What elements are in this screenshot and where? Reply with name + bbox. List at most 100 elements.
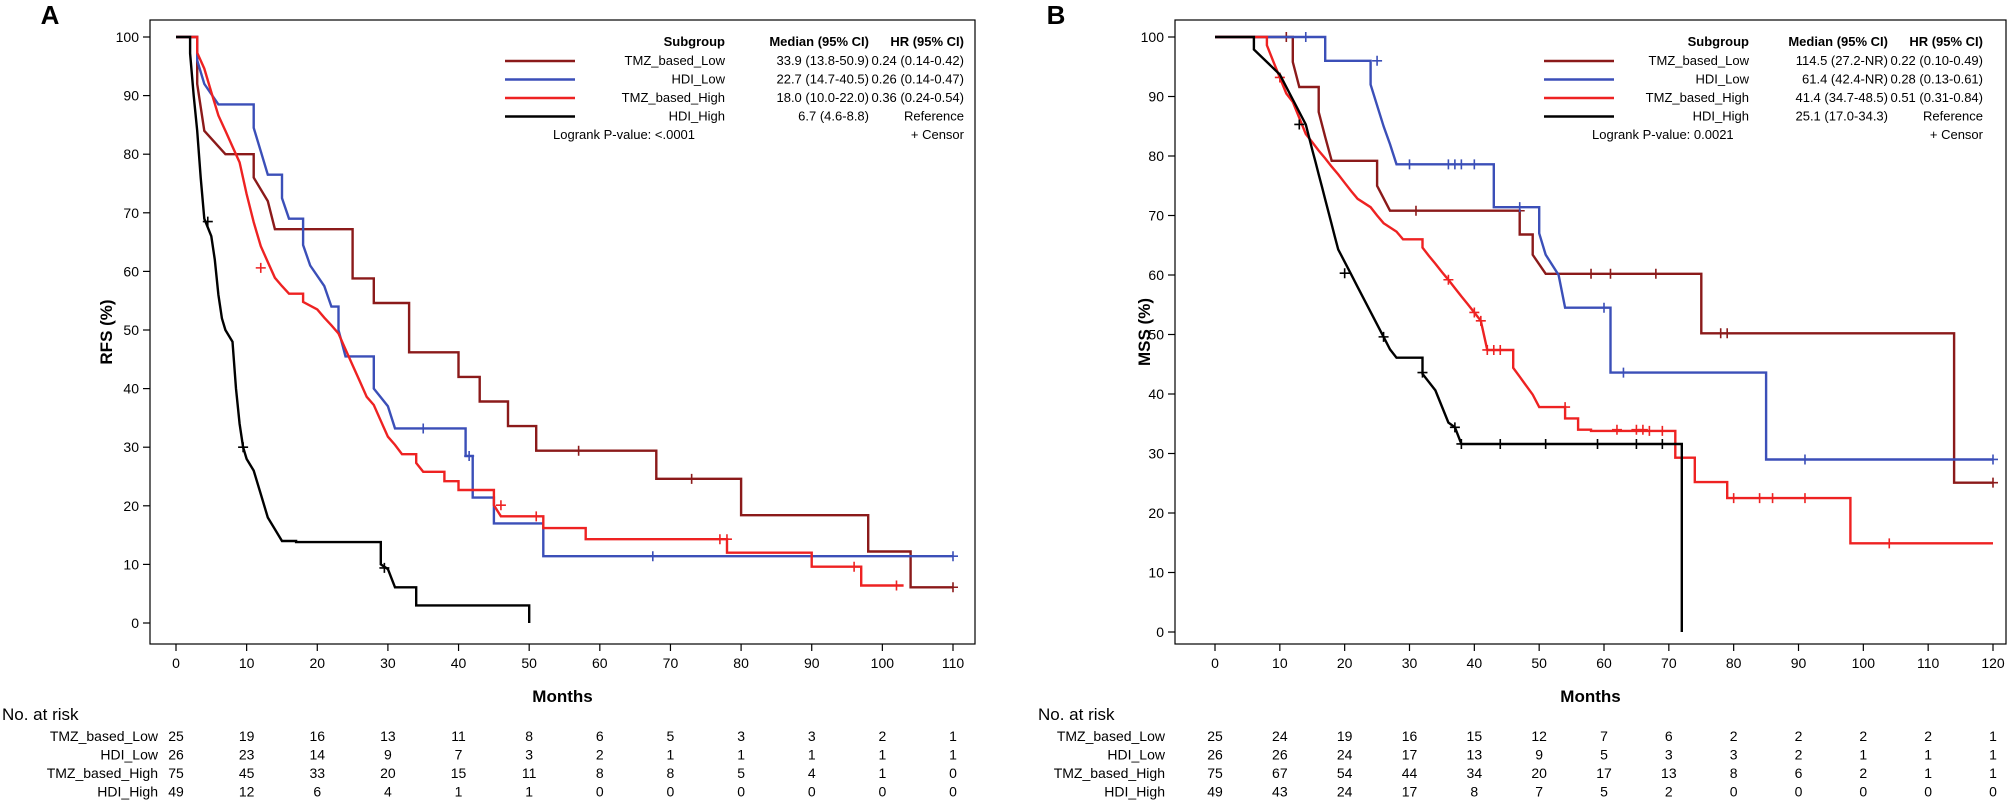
risk-count: 8: [596, 765, 604, 781]
risk-count: 7: [1535, 784, 1543, 800]
x-tick-label: 110: [1917, 655, 1940, 671]
x-tick-label: 120: [1981, 655, 2005, 671]
panel-letter: B: [1047, 0, 1066, 30]
risk-count: 75: [168, 765, 184, 781]
x-tick-label: 40: [1467, 655, 1483, 671]
y-tick-label: 40: [1148, 386, 1164, 402]
curve-tmz-based-high: [176, 35, 904, 587]
legend-hr: Reference: [1923, 109, 1983, 124]
risk-count: 1: [1989, 728, 1997, 744]
risk-count: 9: [384, 747, 392, 763]
risk-count: 0: [737, 784, 745, 800]
censor-mark: [1592, 438, 1603, 449]
risk-count: 6: [313, 784, 321, 800]
risk-count: 6: [1795, 765, 1803, 781]
risk-count: 49: [168, 784, 184, 800]
risk-count: 5: [667, 728, 675, 744]
risk-count: 5: [1600, 784, 1608, 800]
y-tick-label: 10: [123, 556, 139, 572]
risk-count: 3: [1665, 747, 1673, 763]
risk-count: 15: [1467, 728, 1483, 744]
risk-count: 19: [1337, 728, 1353, 744]
legend-hr: 0.51 (0.31-0.84): [1890, 90, 1983, 105]
risk-count: 1: [949, 747, 957, 763]
y-tick-label: 0: [131, 615, 139, 631]
y-tick-label: 50: [123, 322, 139, 338]
censor-mark: [1475, 315, 1486, 326]
y-tick-label: 30: [123, 439, 139, 455]
legend-censor: + Censor: [1930, 127, 1984, 142]
risk-count: 8: [1730, 765, 1738, 781]
x-tick-label: 60: [1596, 655, 1612, 671]
y-tick-label: 10: [1148, 565, 1164, 581]
risk-row-label: HDI_High: [97, 784, 158, 800]
risk-count: 2: [1924, 728, 1932, 744]
censor-mark: [1495, 438, 1506, 449]
x-axis-title: Months: [532, 687, 592, 706]
censor-mark: [1294, 119, 1305, 130]
x-tick-label: 90: [1791, 655, 1807, 671]
y-tick-label: 80: [123, 146, 139, 162]
censor-mark: [1443, 274, 1454, 285]
legend-header-median: Median (95% CI): [1788, 34, 1888, 49]
censor-mark: [1657, 438, 1668, 449]
censor-mark: [686, 473, 697, 484]
censor-mark: [891, 580, 902, 591]
risk-count: 0: [1730, 784, 1738, 800]
legend-median: 41.4 (34.7-48.5): [1795, 90, 1888, 105]
legend-name: HDI_Low: [1696, 72, 1750, 87]
risk-count: 1: [1859, 747, 1867, 763]
legend-header-subgroup: Subgroup: [1688, 34, 1749, 49]
risk-table-title: No. at risk: [2, 705, 79, 724]
risk-count: 13: [380, 728, 396, 744]
legend-name: TMZ_based_Low: [625, 53, 726, 68]
risk-count: 19: [239, 728, 255, 744]
risk-count: 24: [1337, 747, 1353, 763]
risk-count: 0: [1859, 784, 1867, 800]
censor-mark: [1514, 202, 1525, 213]
censor-mark: [1799, 493, 1810, 504]
risk-count: 2: [596, 747, 604, 763]
censor-mark: [1611, 424, 1622, 435]
risk-count: 25: [168, 728, 184, 744]
censor-mark: [1417, 367, 1428, 378]
risk-count: 5: [737, 765, 745, 781]
risk-row-label: TMZ_based_High: [47, 765, 158, 781]
risk-row-label: HDI_Low: [1107, 747, 1165, 763]
censor-mark: [1339, 268, 1350, 279]
legend-name: HDI_High: [1693, 109, 1749, 124]
censor-mark: [495, 500, 506, 511]
y-axis-title: MSS (%): [1135, 298, 1154, 366]
censor-mark: [948, 551, 958, 562]
legend-header-subgroup: Subgroup: [664, 34, 725, 49]
censor-mark: [1560, 402, 1571, 413]
risk-count: 8: [525, 728, 533, 744]
plot-frame: [1174, 19, 2007, 645]
risk-count: 23: [239, 747, 255, 763]
risk-count: 17: [1402, 747, 1418, 763]
risk-count: 1: [878, 765, 886, 781]
censor-mark: [1599, 302, 1609, 313]
risk-count: 26: [1272, 747, 1288, 763]
y-tick-label: 60: [1148, 267, 1164, 283]
legend-censor: + Censor: [911, 127, 965, 142]
risk-count: 33: [309, 765, 325, 781]
risk-count: 0: [1795, 784, 1803, 800]
risk-count: 12: [1531, 728, 1547, 744]
legend-median: 22.7 (14.7-40.5): [776, 72, 869, 87]
censor-mark: [1637, 424, 1648, 435]
risk-count: 26: [168, 747, 184, 763]
legend-hr: 0.36 (0.24-0.54): [871, 90, 964, 105]
risk-count: 2: [1795, 728, 1803, 744]
risk-count: 14: [309, 747, 325, 763]
x-tick-label: 70: [1661, 655, 1677, 671]
risk-count: 1: [1924, 765, 1932, 781]
risk-count: 2: [1665, 784, 1673, 800]
censor-mark: [1657, 425, 1668, 436]
risk-count: 17: [1596, 765, 1612, 781]
legend-name: HDI_High: [669, 109, 725, 124]
risk-count: 49: [1207, 784, 1223, 800]
